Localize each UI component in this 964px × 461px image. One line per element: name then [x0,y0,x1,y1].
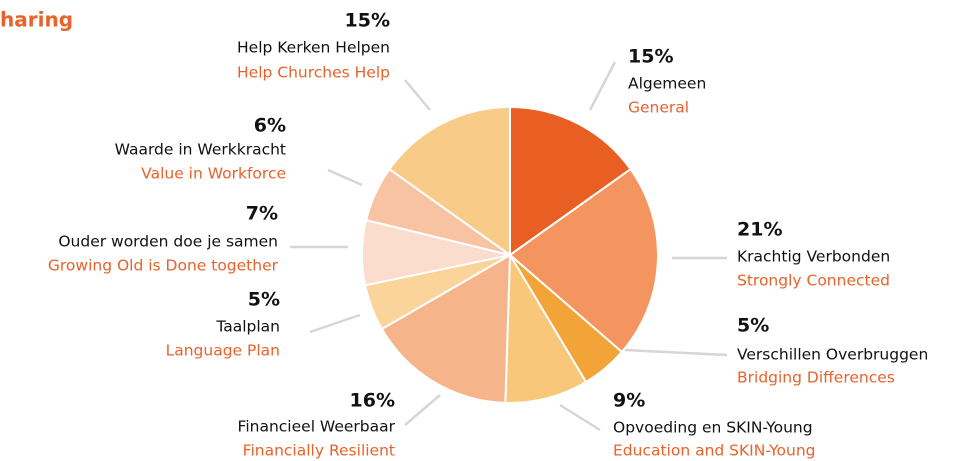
pie-slice [509,105,632,257]
category-label: Ouder worden doe je samen [58,233,278,251]
category-label: Taalplan [215,318,280,336]
value-label: 15% [345,10,390,32]
value-label: 21% [737,219,782,241]
pie-slice [380,253,512,404]
value-label: 5% [737,315,769,337]
category-label: Krachtig Verbonden [737,248,890,266]
category-label-en: Growing Old is Done together [48,257,279,275]
pie-slice [508,167,659,354]
leader-line [404,79,431,111]
category-label-en: Language Plan [166,342,280,360]
category-label-en: Value in Workforce [141,165,286,183]
value-label: 9% [613,390,645,412]
leader-line [624,348,728,357]
category-label: Financieel Weerbaar [238,418,396,436]
leader-line [559,403,601,432]
category-label: Help Kerken Helpen [237,39,390,57]
category-label: Verschillen Overbruggen [737,346,928,364]
category-label-en: General [628,99,689,117]
value-label: 7% [246,203,278,225]
category-label-en: Bridging Differences [737,369,895,387]
value-label: 5% [248,289,280,311]
category-label: Algemeen [628,75,706,93]
leader-line [309,313,361,334]
category-label: Waarde in Werkkracht [115,141,286,159]
leader-line [588,61,617,111]
value-label: 15% [628,46,673,68]
category-label-en: Financially Resilient [243,442,395,460]
leader-line [404,394,441,426]
category-label-en: Education and SKIN-Young [613,442,815,460]
category-label: Opvoeding en SKIN-Young [613,419,813,437]
pie-slice [388,105,511,257]
value-label: 16% [350,390,395,412]
leader-line [327,168,363,187]
pie-slice [504,251,588,404]
category-label-en: Strongly Connected [737,272,890,290]
category-label-en: Help Churches Help [237,64,390,82]
value-label: 6% [254,115,286,137]
chart-title: haring [0,8,73,32]
